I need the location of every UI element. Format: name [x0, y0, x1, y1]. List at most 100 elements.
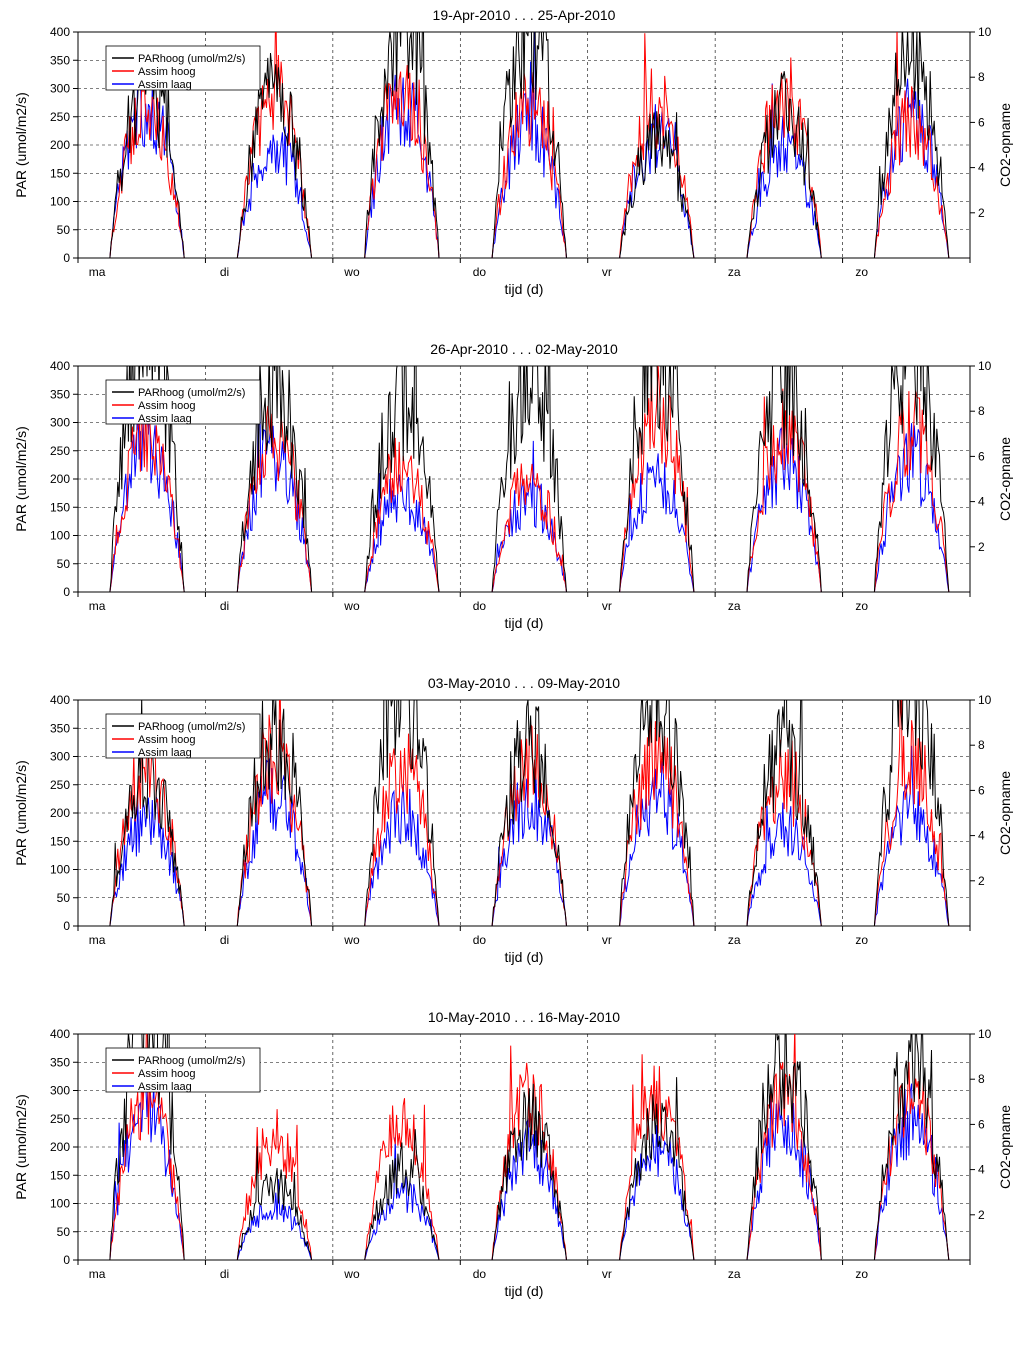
- y-right-tick-label: 2: [978, 1208, 985, 1222]
- y-right-tick-label: 4: [978, 829, 985, 843]
- y-right-tick-label: 4: [978, 161, 985, 175]
- series-par: [78, 334, 969, 592]
- y-left-tick-label: 350: [50, 1055, 70, 1069]
- y-right-tick-label: 6: [978, 449, 985, 463]
- y-right-tick-label: 2: [978, 206, 985, 220]
- y-left-tick-label: 0: [63, 585, 70, 599]
- y-right-tick-label: 10: [978, 25, 992, 39]
- x-tick-label: ma: [89, 599, 106, 613]
- x-tick-label: vr: [602, 933, 612, 947]
- legend-label: PARhoog (umol/m2/s): [138, 721, 245, 733]
- y-left-tick-label: 200: [50, 472, 70, 486]
- x-tick-label: di: [220, 1267, 229, 1281]
- x-tick-label: di: [220, 265, 229, 279]
- y-left-tick-label: 50: [57, 223, 71, 237]
- series-par: [78, 1002, 969, 1260]
- y-right-tick-label: 8: [978, 1072, 985, 1086]
- chart-title: 26-Apr-2010 . . . 02-May-2010: [430, 341, 618, 357]
- y-left-tick-label: 300: [50, 750, 70, 764]
- x-label: tijd (d): [505, 1283, 544, 1299]
- y-left-tick-label: 250: [50, 1112, 70, 1126]
- x-tick-label: za: [728, 933, 741, 947]
- y-right-tick-label: 2: [978, 874, 985, 888]
- y-right-tick-label: 6: [978, 1117, 985, 1131]
- y-right-label: CO2-opname: [997, 437, 1013, 521]
- y-left-label: PAR (umol/m2/s): [13, 760, 29, 866]
- series-group: [78, 668, 969, 926]
- y-right-tick-label: 8: [978, 70, 985, 84]
- y-right-label: CO2-opname: [997, 1105, 1013, 1189]
- y-left-tick-label: 100: [50, 195, 70, 209]
- y-left-tick-label: 150: [50, 166, 70, 180]
- legend-label: Assim hoog: [138, 66, 195, 78]
- legend-label: PARhoog (umol/m2/s): [138, 1055, 245, 1067]
- y-left-tick-label: 200: [50, 1140, 70, 1154]
- chart-title: 03-May-2010 . . . 09-May-2010: [428, 675, 620, 691]
- y-left-tick-label: 150: [50, 1168, 70, 1182]
- y-left-tick-label: 350: [50, 53, 70, 67]
- panel-container: 26-Apr-2010 . . . 02-May-201005010015020…: [0, 334, 1024, 644]
- x-tick-label: di: [220, 599, 229, 613]
- y-left-tick-label: 350: [50, 721, 70, 735]
- y-left-tick-label: 200: [50, 806, 70, 820]
- y-right-tick-label: 4: [978, 1163, 985, 1177]
- x-tick-label: do: [473, 599, 487, 613]
- x-label: tijd (d): [505, 615, 544, 631]
- y-left-tick-label: 350: [50, 387, 70, 401]
- x-tick-label: do: [473, 265, 487, 279]
- legend-label: PARhoog (umol/m2/s): [138, 53, 245, 65]
- y-right-tick-label: 10: [978, 693, 992, 707]
- x-tick-label: ma: [89, 1267, 106, 1281]
- x-tick-label: zo: [855, 265, 868, 279]
- x-label: tijd (d): [505, 281, 544, 297]
- y-left-tick-label: 50: [57, 557, 71, 571]
- y-left-label: PAR (umol/m2/s): [13, 1094, 29, 1200]
- series-par: [78, 668, 969, 926]
- y-right-tick-label: 10: [978, 1027, 992, 1041]
- x-tick-label: zo: [855, 933, 868, 947]
- y-left-tick-label: 250: [50, 444, 70, 458]
- series-par: [78, 0, 969, 258]
- x-tick-label: za: [728, 265, 741, 279]
- y-right-tick-label: 8: [978, 738, 985, 752]
- series-group: [78, 334, 969, 592]
- x-tick-label: vr: [602, 1267, 612, 1281]
- y-left-tick-label: 400: [50, 25, 70, 39]
- x-label: tijd (d): [505, 949, 544, 965]
- y-left-tick-label: 0: [63, 1253, 70, 1267]
- y-right-label: CO2-opname: [997, 103, 1013, 187]
- y-left-tick-label: 250: [50, 778, 70, 792]
- chart-panel: 19-Apr-2010 . . . 25-Apr-201005010015020…: [0, 0, 1024, 310]
- x-tick-label: di: [220, 933, 229, 947]
- chart-title: 19-Apr-2010 . . . 25-Apr-2010: [433, 7, 616, 23]
- legend-label: Assim hoog: [138, 1068, 195, 1080]
- y-left-tick-label: 0: [63, 251, 70, 265]
- series-assim-laag: [78, 1065, 969, 1260]
- series-group: [78, 1002, 969, 1260]
- y-left-tick-label: 150: [50, 834, 70, 848]
- legend-label: PARhoog (umol/m2/s): [138, 387, 245, 399]
- y-left-tick-label: 50: [57, 1225, 71, 1239]
- y-left-label: PAR (umol/m2/s): [13, 426, 29, 532]
- y-left-tick-label: 100: [50, 529, 70, 543]
- y-right-tick-label: 2: [978, 540, 985, 554]
- y-left-tick-label: 300: [50, 82, 70, 96]
- y-left-tick-label: 400: [50, 359, 70, 373]
- y-left-tick-label: 300: [50, 1084, 70, 1098]
- series-assim-hoog: [78, 668, 969, 926]
- y-right-tick-label: 8: [978, 404, 985, 418]
- x-tick-label: za: [728, 599, 741, 613]
- y-right-tick-label: 6: [978, 783, 985, 797]
- chart-panel: 03-May-2010 . . . 09-May-201005010015020…: [0, 668, 1024, 978]
- legend-label: Assim hoog: [138, 400, 195, 412]
- x-tick-label: za: [728, 1267, 741, 1281]
- legend-label: Assim laag: [138, 79, 192, 91]
- y-right-tick-label: 6: [978, 115, 985, 129]
- x-tick-label: vr: [602, 265, 612, 279]
- x-tick-label: wo: [343, 599, 360, 613]
- chart-title: 10-May-2010 . . . 16-May-2010: [428, 1009, 620, 1025]
- legend-label: Assim hoog: [138, 734, 195, 746]
- y-left-tick-label: 50: [57, 891, 71, 905]
- y-left-tick-label: 100: [50, 1197, 70, 1211]
- x-tick-label: wo: [343, 265, 360, 279]
